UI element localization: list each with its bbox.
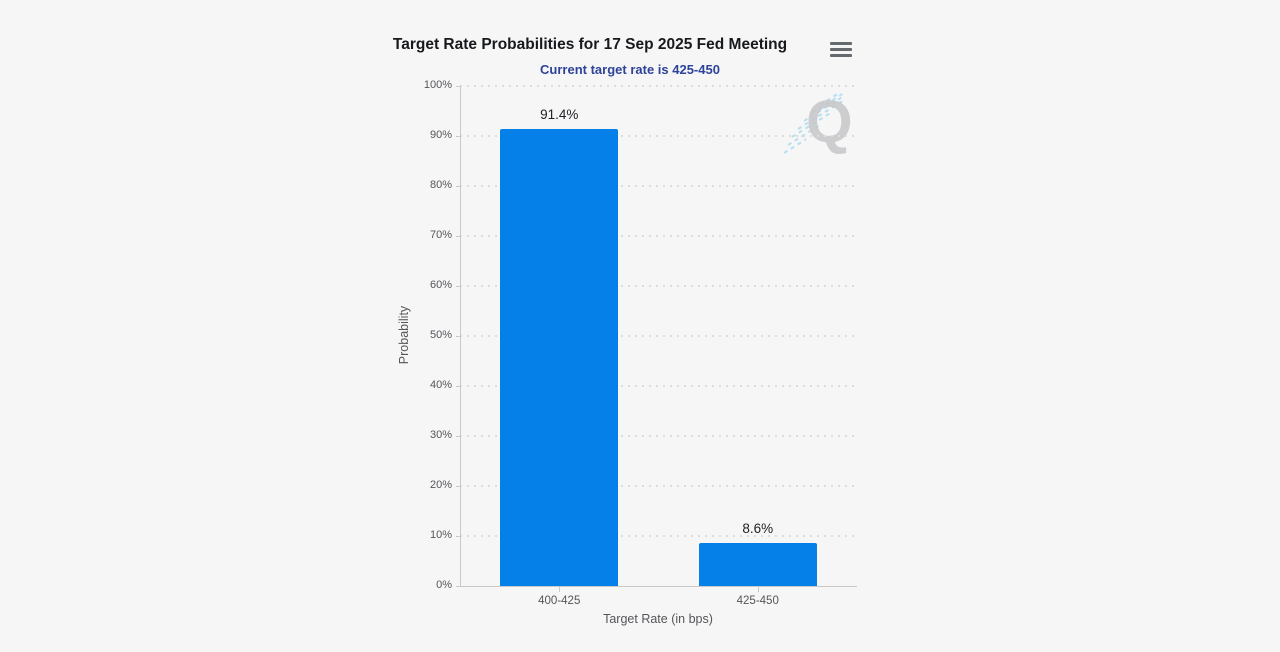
- y-tick-mark: [456, 236, 460, 237]
- gridline-100: [460, 85, 857, 87]
- gridline-90: [460, 135, 857, 137]
- bar-425-450[interactable]: [698, 543, 817, 586]
- watermark-streak: [797, 100, 843, 130]
- gridline-30: [460, 435, 857, 437]
- chart-title: Target Rate Probabilities for 17 Sep 202…: [392, 36, 788, 53]
- x-axis-title: Target Rate (in bps): [603, 612, 713, 626]
- watermark-streak: [819, 91, 841, 106]
- y-tick-mark: [456, 286, 460, 287]
- gridline-10: [460, 535, 857, 537]
- watermark-streak: [791, 110, 834, 138]
- chart-subtitle: Current target rate is 425-450: [540, 62, 720, 77]
- gridline-70: [460, 235, 857, 237]
- y-tick-mark: [456, 336, 460, 337]
- watermark-streak: [783, 138, 807, 154]
- gridline-20: [460, 485, 857, 487]
- y-tick-mark: [456, 586, 460, 587]
- y-tick-label: 0%: [436, 579, 452, 591]
- y-tick-mark: [456, 436, 460, 437]
- y-tick-label: 70%: [429, 229, 452, 241]
- y-tick-label: 30%: [429, 429, 452, 441]
- y-tick-mark: [456, 186, 460, 187]
- y-tick-mark: [456, 86, 460, 87]
- watermark-streak: [811, 93, 844, 114]
- hamburger-menu-icon: [830, 42, 858, 57]
- gridline-40: [460, 385, 857, 387]
- bar-value-label: 91.4%: [540, 107, 579, 122]
- watermark: Q: [780, 86, 870, 171]
- y-tick-mark: [456, 386, 460, 387]
- y-tick-label: 20%: [429, 479, 452, 491]
- watermark-q-logo: Q: [806, 88, 853, 155]
- y-tick-label: 10%: [429, 529, 452, 541]
- y-tick-label: 60%: [429, 279, 452, 291]
- gridline-50: [460, 335, 857, 337]
- y-tick-label: 40%: [429, 379, 452, 391]
- y-tick-label: 90%: [429, 129, 452, 141]
- x-category-label: 425-450: [736, 595, 779, 607]
- gridline-60: [460, 285, 857, 287]
- bar-400-425[interactable]: [500, 129, 619, 586]
- chart-context-menu-button[interactable]: [828, 37, 860, 65]
- x-category-label: 400-425: [538, 595, 581, 607]
- y-tick-mark: [456, 136, 460, 137]
- y-tick-label: 80%: [429, 179, 452, 191]
- y-tick-mark: [456, 536, 460, 537]
- y-tick-label: 50%: [429, 329, 452, 341]
- watermark-streak: [803, 95, 844, 122]
- y-tick-mark: [456, 486, 460, 487]
- gridline-80: [460, 185, 857, 187]
- bar-value-label: 8.6%: [742, 521, 774, 536]
- x-tick-mark: [559, 587, 561, 592]
- x-axis-line: [460, 586, 857, 587]
- y-axis-line: [460, 86, 461, 586]
- y-tick-label: 100%: [423, 79, 452, 91]
- x-tick-mark: [757, 587, 759, 592]
